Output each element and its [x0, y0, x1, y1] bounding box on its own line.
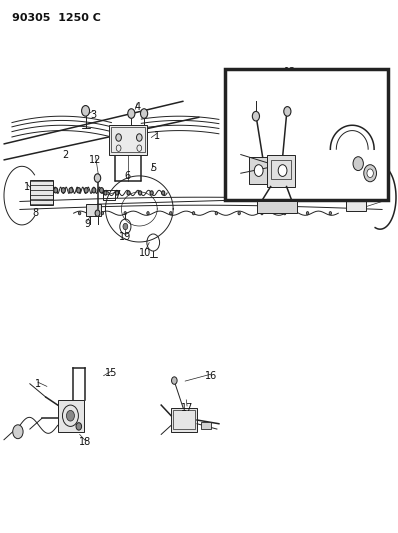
Circle shape [69, 188, 73, 193]
Text: 16: 16 [205, 371, 217, 381]
Circle shape [76, 423, 82, 430]
Bar [30, 185, 53, 190]
Circle shape [172, 377, 177, 384]
Bar [171, 408, 197, 432]
Circle shape [252, 111, 259, 121]
Text: 13: 13 [332, 80, 344, 90]
Circle shape [139, 191, 142, 195]
Text: 8: 8 [32, 208, 38, 218]
Text: 11: 11 [234, 78, 246, 87]
Text: 18: 18 [80, 438, 92, 447]
Bar [267, 155, 295, 187]
Text: 14: 14 [338, 110, 350, 119]
Circle shape [82, 106, 90, 116]
Circle shape [261, 212, 263, 215]
Circle shape [100, 188, 103, 193]
Circle shape [137, 134, 142, 141]
Text: 2: 2 [62, 150, 69, 159]
Text: 3: 3 [90, 110, 97, 119]
Text: 6: 6 [124, 171, 131, 181]
Text: 5: 5 [150, 163, 156, 173]
Bar [30, 195, 53, 199]
Bar [201, 422, 211, 429]
Bar [111, 127, 145, 152]
Bar [249, 157, 293, 184]
Text: 4: 4 [134, 102, 140, 111]
Circle shape [284, 107, 291, 116]
Text: 7: 7 [114, 190, 121, 199]
Circle shape [124, 212, 127, 215]
Circle shape [192, 212, 195, 215]
Circle shape [92, 188, 96, 193]
Circle shape [66, 410, 74, 421]
Circle shape [13, 425, 23, 439]
Circle shape [101, 212, 103, 215]
Circle shape [84, 188, 88, 193]
Circle shape [150, 191, 153, 195]
Bar [30, 180, 53, 205]
Text: 19: 19 [119, 232, 131, 242]
Text: 17: 17 [181, 403, 193, 413]
Circle shape [115, 191, 119, 195]
Text: 15: 15 [105, 368, 118, 378]
Text: 1: 1 [24, 182, 30, 191]
Circle shape [278, 165, 287, 176]
Bar [225, 69, 388, 200]
Bar [271, 160, 291, 179]
Text: 1: 1 [35, 379, 41, 389]
Circle shape [306, 212, 309, 215]
Circle shape [95, 210, 100, 216]
Circle shape [116, 134, 121, 141]
Circle shape [77, 188, 80, 193]
Bar [173, 410, 195, 429]
Circle shape [123, 223, 128, 230]
Bar [346, 195, 366, 211]
Circle shape [170, 212, 172, 215]
Bar [86, 204, 101, 216]
Circle shape [140, 109, 148, 118]
Circle shape [147, 212, 149, 215]
Bar [58, 400, 84, 432]
Circle shape [283, 212, 286, 215]
Circle shape [54, 188, 58, 193]
Circle shape [127, 191, 130, 195]
Text: 10: 10 [139, 248, 151, 258]
Circle shape [61, 188, 65, 193]
Circle shape [254, 165, 263, 176]
Text: 9: 9 [232, 147, 238, 157]
Bar [103, 190, 115, 200]
Circle shape [215, 212, 218, 215]
Circle shape [353, 157, 363, 171]
Text: 90305  1250 C: 90305 1250 C [12, 13, 101, 23]
Text: 9: 9 [84, 219, 91, 229]
Circle shape [94, 174, 101, 182]
Circle shape [162, 191, 165, 195]
Circle shape [104, 191, 107, 195]
Text: 12: 12 [89, 155, 102, 165]
Text: 12: 12 [284, 67, 297, 77]
Text: 1: 1 [154, 131, 160, 141]
Bar [30, 190, 53, 195]
Circle shape [329, 212, 332, 215]
Circle shape [78, 212, 81, 215]
Bar [257, 201, 297, 213]
Bar [109, 125, 147, 155]
Circle shape [128, 109, 135, 118]
Circle shape [238, 212, 240, 215]
Circle shape [364, 165, 377, 182]
Bar [30, 200, 53, 204]
Bar [30, 181, 53, 185]
Circle shape [367, 169, 373, 177]
